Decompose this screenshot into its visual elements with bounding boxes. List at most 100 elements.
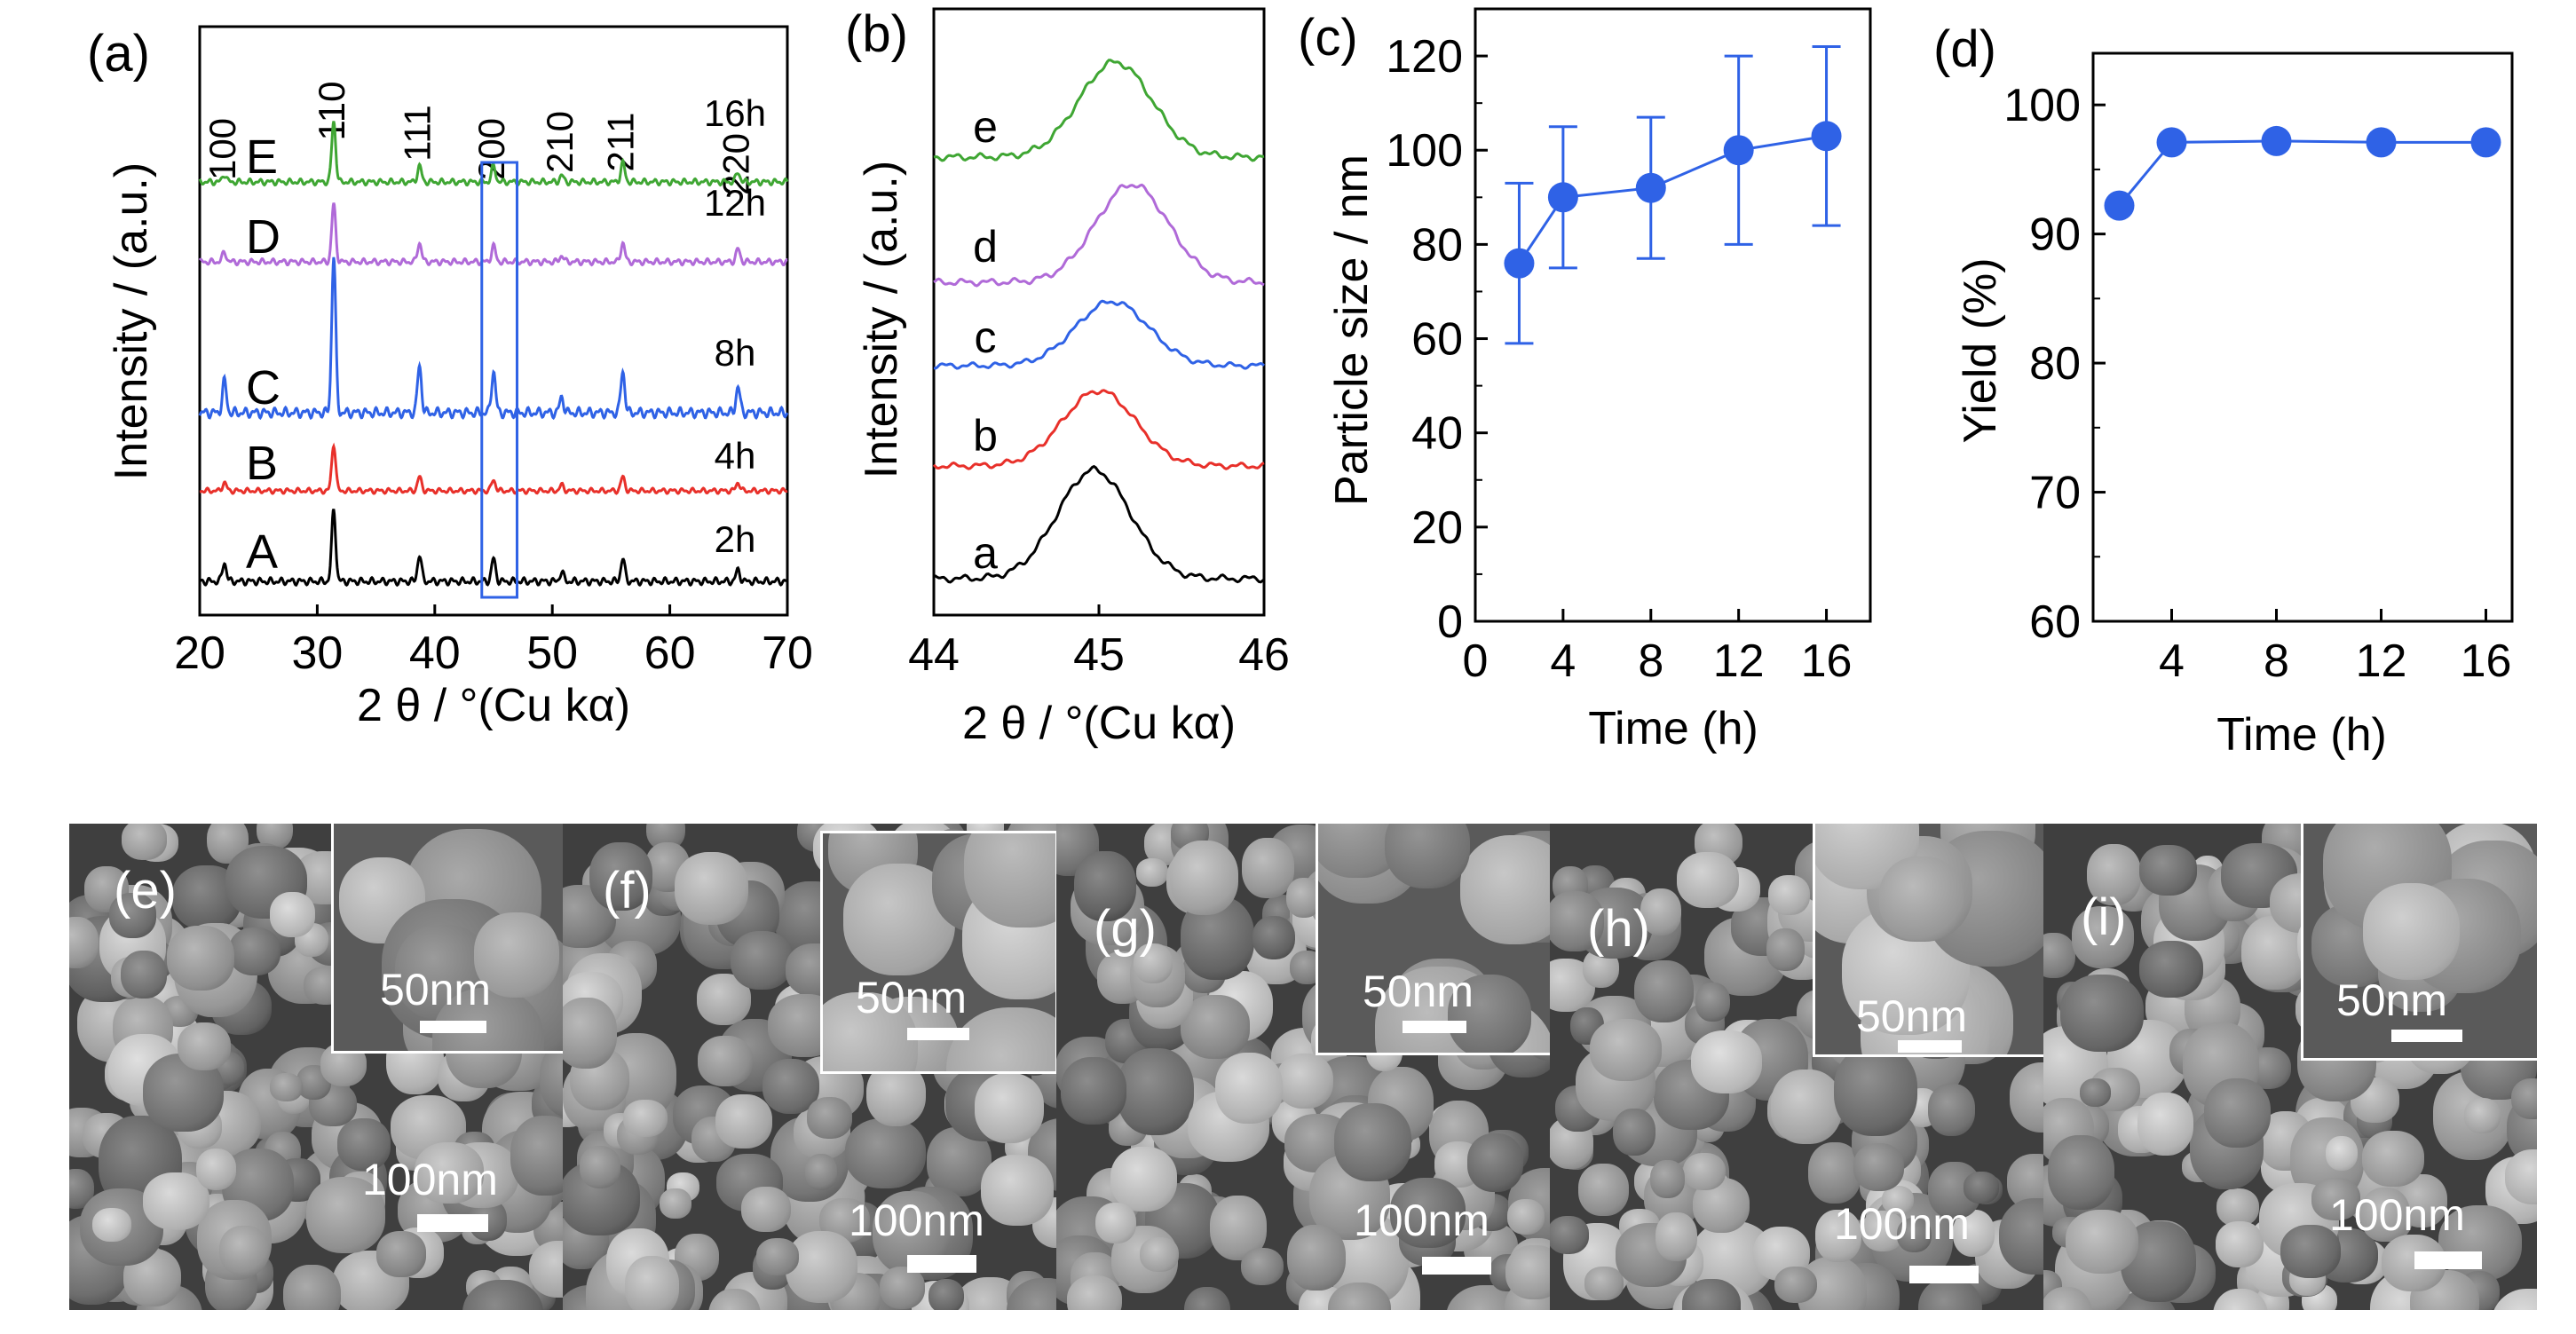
panel-d-label: (d) (1933, 20, 1996, 78)
sem-particle (2326, 1135, 2359, 1172)
sem-particle (1853, 1142, 1905, 1191)
sem-particle (786, 1231, 858, 1303)
main-scale-label: 100nm (2329, 1190, 2465, 1240)
panel-a-xlabel: 2 θ / °(Cu kα) (357, 680, 630, 731)
panel-b-label: (b) (845, 5, 908, 63)
x-tick-label: 8 (1638, 635, 1663, 687)
sem-particle (2137, 1092, 2194, 1156)
series-letter-label: C (246, 361, 281, 414)
sem-panel-i: (i) 50nm 100nm (2043, 824, 2537, 1310)
inset-image (1813, 824, 2043, 1057)
x-tick-label: 16 (2461, 635, 2512, 687)
sem-panel-label: (e) (114, 862, 177, 920)
data-point (2366, 127, 2397, 158)
inset-image (1316, 824, 1550, 1055)
sem-panel-label: (i) (2081, 888, 2127, 946)
sem-particle (845, 1117, 926, 1189)
y-tick-label: 100 (2003, 80, 2081, 131)
panel-b-ylabel: Intensity / (a.u.) (856, 161, 907, 478)
panel-a-frame (198, 25, 789, 617)
sem-particle (1507, 1199, 1545, 1235)
inset-scale-bar (1898, 1040, 1962, 1053)
data-point (1547, 182, 1578, 213)
sem-particle (1682, 1279, 1742, 1310)
sem-particle (2464, 1098, 2501, 1133)
sem-particle (1550, 891, 1605, 951)
sem-particle (1774, 1266, 1817, 1304)
sem-particle (1677, 851, 1739, 908)
sem-particle (2065, 1210, 2139, 1274)
y-tick-label: 20 (1411, 502, 1463, 554)
inset-scale-bar (907, 1028, 969, 1040)
sem-particle (415, 1141, 484, 1204)
sem-panel-f: (f) 50nm 100nm (563, 824, 1056, 1310)
sem-particle (1550, 1216, 1590, 1254)
xrd-series-E (198, 121, 789, 187)
sem-particle (1074, 851, 1137, 922)
data-point (2104, 190, 2135, 221)
inset-scale-bar (420, 1021, 486, 1033)
x-tick-label: 45 (1073, 629, 1125, 681)
main-scale-bar (2414, 1251, 2482, 1269)
xrd-series-B (199, 442, 788, 495)
sem-particle (2059, 975, 2144, 1053)
y-tick-label: 80 (2029, 338, 2081, 390)
sem-particle (589, 841, 652, 912)
x-tick-label: 16 (1801, 635, 1853, 687)
sem-particle (2216, 1188, 2259, 1227)
sem-particle-zoom (823, 992, 918, 1071)
panel-d: (d) 4 8 12 16 60 70 80 90 100 Time (h) Yield (%) (1933, 20, 2514, 761)
sem-particle (510, 1116, 563, 1196)
sem-particle (1390, 1178, 1466, 1248)
series-letter-label: e (973, 102, 998, 152)
sem-particle (1276, 1053, 1334, 1109)
sem-particle (715, 1094, 772, 1149)
x-tick-label: 8 (2264, 635, 2289, 687)
sem-particle (1133, 943, 1173, 984)
panel-a-x-ticks: 20 30 40 50 60 70 (174, 604, 813, 679)
series-time-label: 16h (704, 92, 766, 134)
y-tick-label: 40 (1411, 408, 1463, 460)
x-tick-label: 30 (291, 628, 343, 679)
sem-particle (1834, 1045, 1918, 1136)
sem-panel-e: (e) 50nm 100nm (69, 824, 563, 1310)
sem-particle-zoom (964, 833, 1055, 927)
panel-a-ylabel: Intensity / (a.u.) (106, 162, 157, 480)
series-time-label: 8h (715, 332, 756, 374)
panel-c-frame (1474, 7, 1872, 623)
sem-particle (928, 1278, 965, 1310)
x-tick-label: 44 (908, 629, 960, 681)
sem-particle (2087, 844, 2142, 906)
sem-particle (167, 925, 235, 991)
data-point (1635, 172, 1666, 203)
panel-c: (c) 0 4 8 12 16 0 20 40 60 80 100 120 Time (h) Part… (1298, 7, 1872, 754)
sem-particle (2043, 933, 2076, 979)
sem-particle (1590, 1018, 1663, 1081)
sem-particle (974, 1072, 1045, 1143)
peak-label: 111 (397, 105, 439, 162)
x-tick-label: 4 (2159, 635, 2185, 687)
inset-image (2301, 824, 2537, 1061)
sem-particle (120, 950, 168, 999)
panel-b: (b) 44 45 46 a bcd e 2 θ / °(Cu kα) Intensit… (845, 5, 1290, 749)
sem-particle (1613, 1108, 1655, 1156)
sem-particle-zoom (473, 912, 559, 999)
main-scale-label: 100nm (362, 1155, 498, 1204)
sem-particle (806, 1097, 853, 1140)
sem-particle (1964, 1172, 2000, 1204)
sem-particle (229, 927, 281, 975)
sem-particle (2048, 1134, 2115, 1210)
sem-particle (2212, 1289, 2268, 1310)
sem-particle (1578, 1163, 1629, 1216)
data-point (1504, 248, 1535, 279)
y-tick-label: 60 (2029, 596, 2081, 648)
panel-c-axes: 0 4 8 12 16 0 20 40 60 80 100 120 (1386, 31, 1852, 687)
sem-particle (1927, 1083, 1976, 1136)
y-tick-label: 120 (1386, 31, 1463, 83)
xrd-zoom-series-d (933, 183, 1265, 288)
sem-particle (1861, 1210, 1904, 1251)
panel-a-series: A 2h B 4h C 8h D 12h E 16h (198, 92, 789, 588)
sem-particle (2361, 1130, 2425, 1188)
sem-particle (2280, 1224, 2341, 1278)
sem-particle (1998, 1197, 2043, 1275)
